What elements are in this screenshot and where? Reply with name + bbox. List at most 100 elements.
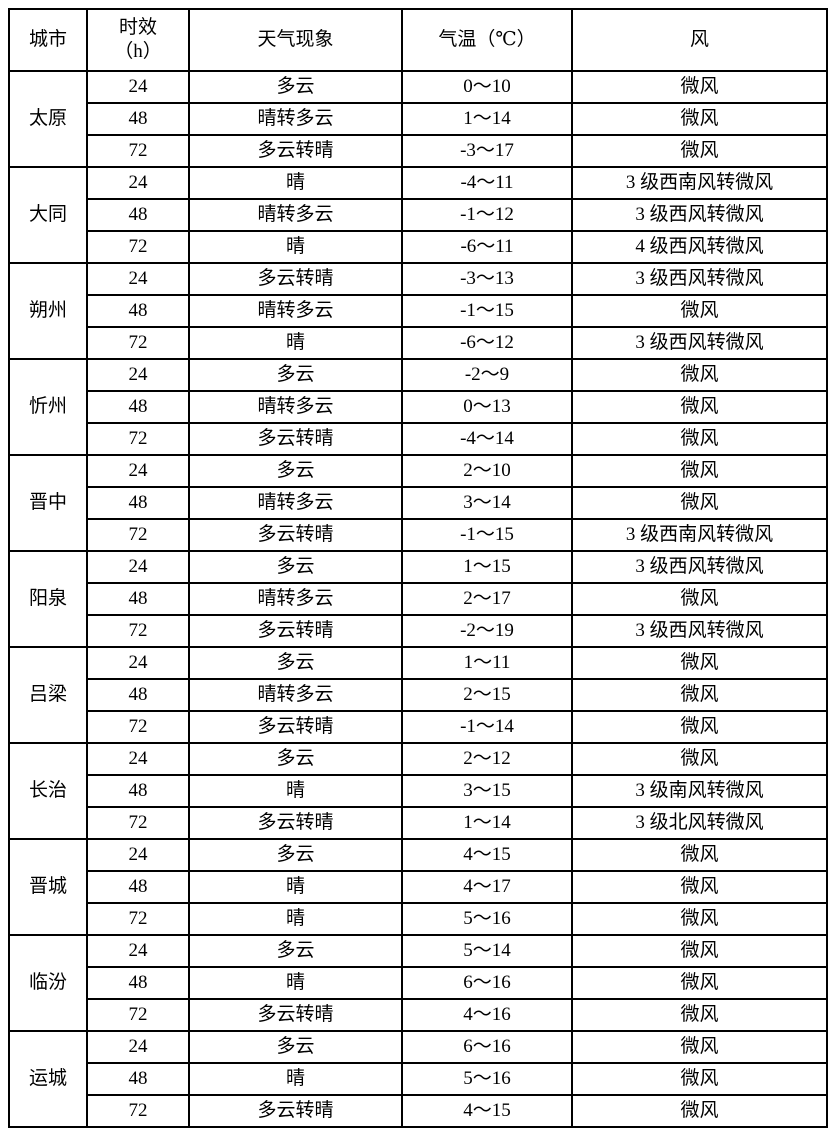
- weather-cell: 多云: [188, 1030, 403, 1064]
- temp-cell: -4～11: [401, 166, 573, 200]
- temp-cell: -1～15: [401, 294, 573, 328]
- wind-cell: 微风: [571, 582, 828, 616]
- wind-cell: 微风: [571, 102, 828, 136]
- period-cell: 72: [86, 902, 190, 936]
- table-row: 48 晴转多云 0～13 微风: [9, 390, 828, 424]
- temp-cell: 2～10: [401, 454, 573, 488]
- city-cell: 长治: [8, 742, 88, 840]
- table-row: 72 多云转晴 -1～15 3 级西南风转微风: [9, 518, 828, 552]
- wind-cell: 微风: [571, 966, 828, 1000]
- wind-cell: 微风: [571, 390, 828, 424]
- header-period-line1: 时效: [118, 17, 157, 39]
- temp-cell: -6～11: [401, 230, 573, 264]
- temp-cell: 2～12: [401, 742, 573, 776]
- weather-cell: 多云: [188, 70, 403, 104]
- period-cell: 24: [86, 1030, 190, 1064]
- table-row: 朔州 24 多云转晴 -3～13 3 级西风转微风: [8, 262, 828, 360]
- wind-cell: 3 级西风转微风: [571, 550, 828, 584]
- weather-cell: 晴: [188, 1062, 403, 1096]
- header-temperature: 气温（℃）: [401, 8, 573, 72]
- table-row: 72 多云转晴 -3～17 微风: [9, 134, 828, 168]
- temp-cell: 1～14: [401, 806, 573, 840]
- weather-cell: 多云: [188, 838, 403, 872]
- wind-cell: 3 级西风转微风: [571, 198, 828, 232]
- temp-cell: 4～17: [401, 870, 573, 904]
- weather-cell: 多云: [188, 358, 403, 392]
- table-row: 晋城 24 多云 4～15 微风: [8, 838, 828, 936]
- period-cell: 48: [86, 102, 190, 136]
- city-cell: 忻州: [8, 358, 88, 456]
- period-cell: 72: [86, 422, 190, 456]
- table-row: 太原 24 多云 0～10 微风: [8, 70, 828, 168]
- wind-cell: 微风: [571, 870, 828, 904]
- wind-cell: 微风: [571, 486, 828, 520]
- table-row: 72 多云转晴 -1～14 微风: [9, 710, 828, 744]
- temp-cell: 4～15: [401, 1094, 573, 1128]
- table-row: 48 晴 3～15 3 级南风转微风: [9, 774, 828, 808]
- wind-cell: 微风: [571, 134, 828, 168]
- weather-cell: 晴转多云: [188, 486, 403, 520]
- table-row: 48 晴转多云 3～14 微风: [9, 486, 828, 520]
- city-cell: 运城: [8, 1030, 88, 1128]
- header-period: 时效 （h）: [86, 8, 190, 72]
- wind-cell: 微风: [571, 1062, 828, 1096]
- temp-cell: 2～17: [401, 582, 573, 616]
- table-row: 运城 24 多云 6～16 微风: [8, 1030, 828, 1128]
- city-cell: 太原: [8, 70, 88, 168]
- temp-cell: 1～11: [401, 646, 573, 680]
- table-row: 临汾 24 多云 5～14 微风: [8, 934, 828, 1032]
- city-cell: 大同: [8, 166, 88, 264]
- period-cell: 48: [86, 198, 190, 232]
- table-row: 48 晴转多云 -1～12 3 级西风转微风: [9, 198, 828, 232]
- table-row: 大同 24 晴 -4～11 3 级西南风转微风: [8, 166, 828, 264]
- weather-cell: 晴: [188, 166, 403, 200]
- table-row: 吕梁 24 多云 1～11 微风: [8, 646, 828, 744]
- wind-cell: 微风: [571, 1030, 828, 1064]
- temp-cell: 2～15: [401, 678, 573, 712]
- wind-cell: 3 级西风转微风: [571, 262, 828, 296]
- period-cell: 48: [86, 486, 190, 520]
- table-row: 72 多云转晴 1～14 3 级北风转微风: [9, 806, 828, 840]
- period-cell: 48: [86, 966, 190, 1000]
- wind-cell: 3 级南风转微风: [571, 774, 828, 808]
- period-cell: 48: [86, 678, 190, 712]
- wind-cell: 微风: [571, 646, 828, 680]
- temp-cell: -1～15: [401, 518, 573, 552]
- table-row: 忻州 24 多云 -2～9 微风: [8, 358, 828, 456]
- table-header: 城市 时效 （h） 天气现象 气温（℃） 风: [8, 8, 828, 72]
- period-cell: 24: [86, 70, 190, 104]
- period-cell: 72: [86, 518, 190, 552]
- city-cell: 临汾: [8, 934, 88, 1032]
- header-period-line2: （h）: [114, 41, 162, 62]
- period-cell: 48: [86, 774, 190, 808]
- table-row: 72 多云转晴 4～15 微风: [9, 1094, 828, 1128]
- weather-cell: 多云转晴: [188, 998, 403, 1032]
- wind-cell: 微风: [571, 70, 828, 104]
- wind-cell: 微风: [571, 742, 828, 776]
- weather-cell: 晴转多云: [188, 102, 403, 136]
- wind-cell: 微风: [571, 358, 828, 392]
- wind-cell: 微风: [571, 902, 828, 936]
- wind-cell: 微风: [571, 678, 828, 712]
- table-row: 48 晴 5～16 微风: [9, 1062, 828, 1096]
- temp-cell: 6～16: [401, 966, 573, 1000]
- wind-cell: 3 级西风转微风: [571, 326, 828, 360]
- temp-cell: 4～15: [401, 838, 573, 872]
- wind-cell: 微风: [571, 294, 828, 328]
- weather-cell: 晴转多云: [188, 582, 403, 616]
- table-row: 48 晴转多云 2～15 微风: [9, 678, 828, 712]
- temp-cell: 5～14: [401, 934, 573, 968]
- table-row: 72 多云转晴 -4～14 微风: [9, 422, 828, 456]
- weather-cell: 晴: [188, 902, 403, 936]
- weather-cell: 晴: [188, 326, 403, 360]
- temp-cell: 3～15: [401, 774, 573, 808]
- temp-cell: -4～14: [401, 422, 573, 456]
- temp-cell: -3～13: [401, 262, 573, 296]
- table-row: 72 多云转晴 -2～19 3 级西风转微风: [9, 614, 828, 648]
- temp-cell: 0～10: [401, 70, 573, 104]
- wind-cell: 微风: [571, 710, 828, 744]
- wind-cell: 微风: [571, 454, 828, 488]
- temp-cell: 1～14: [401, 102, 573, 136]
- period-cell: 48: [86, 1062, 190, 1096]
- city-cell: 阳泉: [8, 550, 88, 648]
